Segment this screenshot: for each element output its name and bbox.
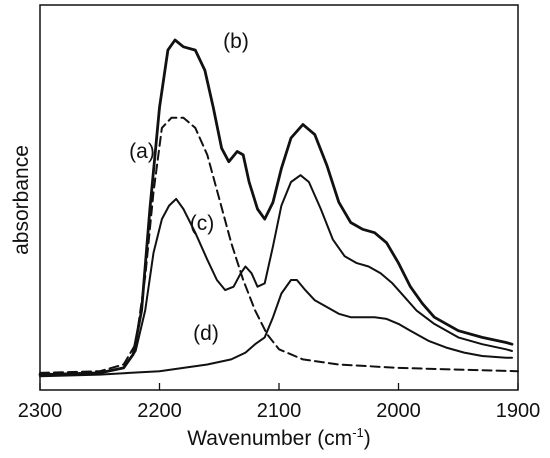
series-label-a: (a) xyxy=(129,140,155,163)
series-line-d xyxy=(39,279,513,378)
series-line-a xyxy=(39,116,519,374)
series-labels: (a) (b) (c) (d) xyxy=(129,30,249,345)
x-axis-ticks: 2300 2200 2100 2000 1900 xyxy=(18,383,541,422)
x-tick-label-2100: 2100 xyxy=(257,400,302,422)
series-label-b: (b) xyxy=(223,30,249,53)
x-axis-title: Wavenumber (cm-1) xyxy=(187,425,371,450)
series-layer xyxy=(38,38,519,378)
x-axis-title-exponent: -1 xyxy=(352,425,364,440)
series-line-c xyxy=(39,174,513,376)
series-line-b xyxy=(38,38,514,376)
x-tick-label-2300: 2300 xyxy=(18,400,63,422)
series-label-d: (d) xyxy=(193,322,219,345)
series-label-c: (c) xyxy=(190,212,215,235)
plot-frame xyxy=(39,4,519,391)
x-axis-title-main: Wavenumber (cm xyxy=(187,427,352,450)
x-axis-title-close: ) xyxy=(364,427,371,450)
x-tick-label-2200: 2200 xyxy=(137,400,182,422)
x-tick-label-2000: 2000 xyxy=(376,400,421,422)
y-axis-title: absorbance xyxy=(10,145,33,255)
x-tick-label-1900: 1900 xyxy=(496,400,541,422)
